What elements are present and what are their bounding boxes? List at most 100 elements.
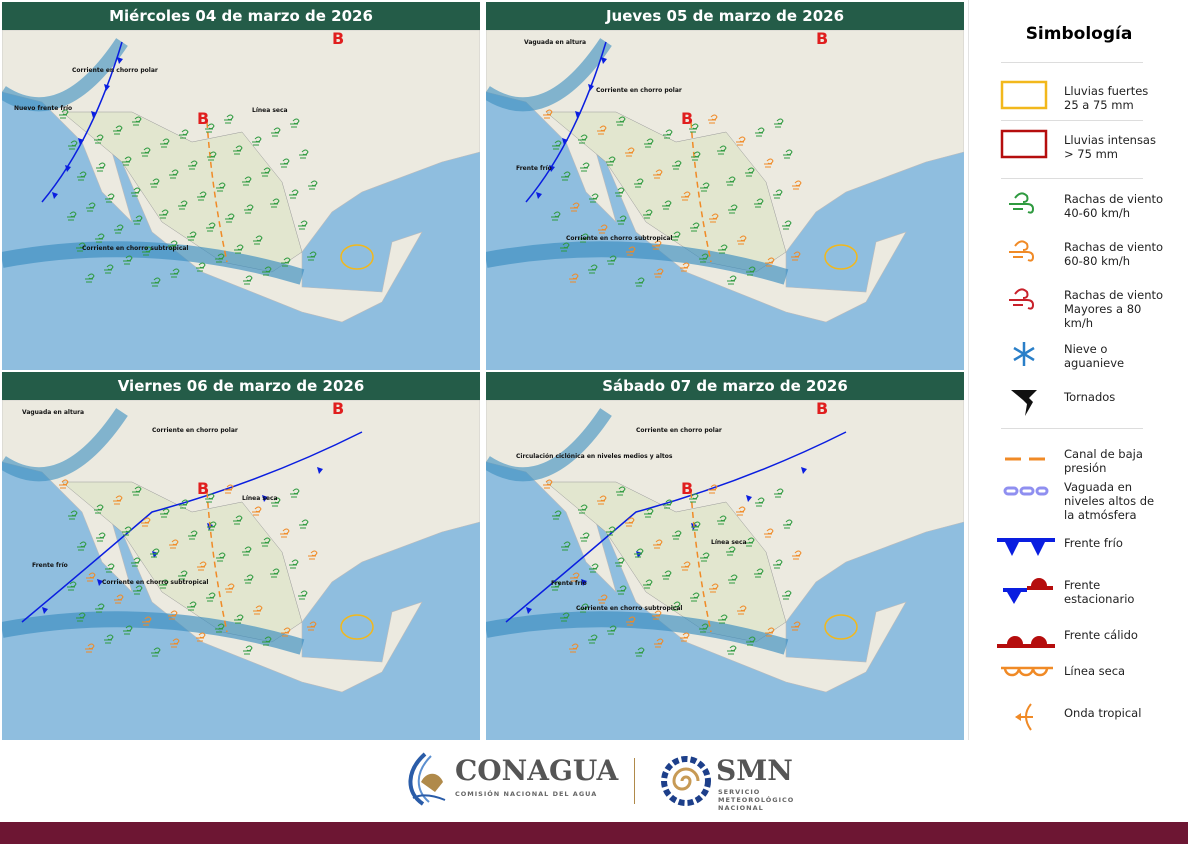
wind-gust-icon [290,488,300,498]
wind-gust-icon [233,145,243,155]
legend-sublabel: 25 a 75 mm [1064,98,1134,112]
wind-gust-icon [699,253,709,263]
wind-gust-icon [132,116,142,126]
wind-gust-icon [187,231,197,241]
wind-gust-icon [597,125,607,135]
conagua-wordmark: CONAGUA [455,754,619,787]
cold-front-triangle [575,111,581,118]
wind-gust-icon [561,171,571,181]
wind-gust-icon [261,167,271,177]
low-pressure-center: B [197,109,209,128]
wind-gust-icon [216,182,226,192]
legend-divider [1001,178,1143,179]
legend-divider [1001,428,1143,429]
cold-front-triangle [317,467,323,474]
wind-gust-icon [188,160,198,170]
legend-item: Tornados [1064,390,1115,404]
wind-gust-icon [59,109,69,119]
wind-gust-icon [68,140,78,150]
wind-gust-icon [782,220,792,230]
stationary-front-icon [997,574,1057,610]
wind-gust-icon [791,621,801,631]
wind-gust-icon [792,180,802,190]
wind-gust-icon [168,610,178,620]
wind-gust-icon [225,583,235,593]
polar-jet-arrow [486,408,612,482]
wind-gust-icon [737,235,747,245]
wind-gust-icon [298,220,308,230]
wind-gust-icon [625,517,635,527]
wind-gust-icon [754,198,764,208]
wind-icon [997,236,1057,272]
wind-gust-icon [96,532,106,542]
wind-gust-icon [727,645,737,655]
map-label: Corriente en chorro polar [636,427,722,434]
conagua-logo-icon [408,752,446,806]
wind-gust-icon [717,145,727,155]
smn-logo-icon [661,756,711,806]
wind-gust-icon [689,123,699,133]
wind-gust-icon [122,526,132,536]
wind-gust-icon [160,138,170,148]
wind-gust-icon [643,209,653,219]
wind-gust-icon [616,116,626,126]
subtropical-jet-arrow [2,241,305,285]
wind-gust-icon [578,134,588,144]
wind-gust-icon [652,610,662,620]
wind-gust-icon [253,235,263,245]
wind-gust-icon [123,255,133,265]
wind-gust-icon [141,147,151,157]
wind-gust-icon [551,581,561,591]
wind-gust-icon [791,251,801,261]
forecast-map: B B Vaguada en altura Corriente en chorro p… [486,2,964,370]
wind-gust-icon [170,638,180,648]
snowflake-icon [997,338,1057,374]
legend-label: Frente cálido [1064,628,1138,642]
cold-front-triangle [526,607,532,614]
cold-front-triangle [42,607,48,614]
wind-gust-icon [234,614,244,624]
wind-gust-icon [680,632,690,642]
wind-gust-icon [280,158,290,168]
polar-jet-arrow [2,408,128,482]
wind-gust-icon [299,519,309,529]
map-label: Nuevo frente frío [14,105,72,112]
cold-front-icon [997,532,1057,568]
low-pressure-center: B [816,399,828,418]
wind-gust-icon [782,590,792,600]
map-panel-wednesday: Miércoles 04 de marzo de 2026 B B Corrient… [2,2,480,370]
wind-gust-icon [243,275,253,285]
wind-gust-icon [754,568,764,578]
wind-gust-icon [150,178,160,188]
wind-gust-icon [543,479,553,489]
wind-gust-icon [653,539,663,549]
wind-gust-icon [290,118,300,128]
wind-gust-icon [578,504,588,514]
cold-front-triangle [746,495,752,502]
wind-gust-icon [709,213,719,223]
wind-gust-icon [253,605,263,615]
cold-front-triangle [117,57,123,64]
low-pressure-trough-icon [997,443,1057,479]
smn-wordmark: SMN [716,754,793,787]
wind-gust-icon [662,570,672,580]
wind-gust-icon [615,557,625,567]
wind-gust-icon [77,171,87,181]
heavy-rain-area [340,614,374,640]
wind-gust-icon [634,548,644,558]
wind-gust-icon [726,176,736,186]
wind-gust-icon [745,167,755,177]
wind-gust-icon [216,552,226,562]
legend-sublabel: 60-80 km/h [1064,254,1131,268]
wind-gust-icon [169,539,179,549]
wind-gust-icon [588,634,598,644]
legend-label: Vaguada en [1064,480,1133,494]
wind-gust-icon [773,189,783,199]
panel-title: Miércoles 04 de marzo de 2026 [2,2,480,30]
heavy-rain-area [824,614,858,640]
cold-front-triangle [104,84,110,91]
wind-gust-icon [774,118,784,128]
wind-gust-icon [178,570,188,580]
low-pressure-center: B [816,29,828,48]
wind-gust-icon [299,149,309,159]
